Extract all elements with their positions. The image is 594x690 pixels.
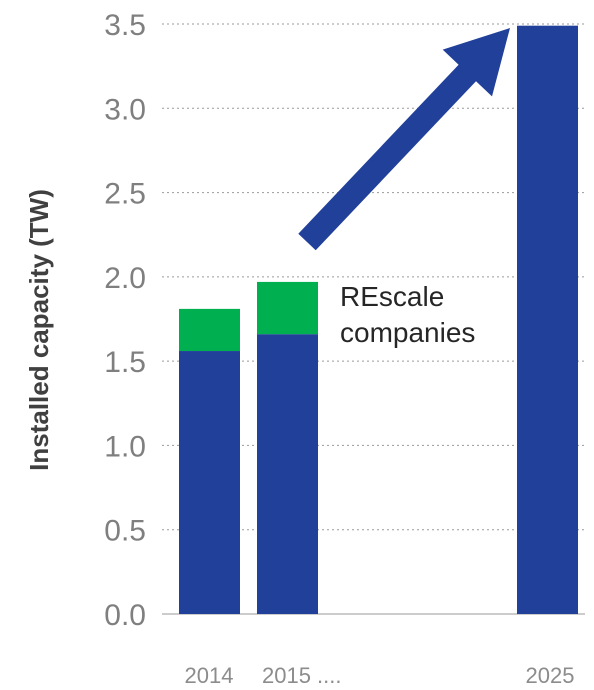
annotation-line-1: REscale xyxy=(340,281,444,312)
annotation-line-2: companies xyxy=(340,317,475,348)
y-tick-1.0: 1.0 xyxy=(104,430,146,463)
y-tick-2.0: 2.0 xyxy=(104,262,146,295)
y-axis-label: Installed capacity (TW) xyxy=(24,189,54,471)
x-tick-labels: 2014 2015 .... 2025 xyxy=(185,663,575,688)
y-tick-0.5: 0.5 xyxy=(104,515,146,548)
y-tick-3.0: 3.0 xyxy=(104,93,146,126)
y-tick-3.5: 3.5 xyxy=(104,9,146,42)
x-tick-1: 2014 xyxy=(185,663,234,688)
arrow-shape xyxy=(298,28,510,251)
y-tick-1.5: 1.5 xyxy=(104,346,146,379)
bar-2-segment-1 xyxy=(257,334,318,614)
bar-1-segment-2 xyxy=(179,308,240,352)
rescale-companies-annotation: REscale companies xyxy=(340,281,475,348)
bar-3-segment-1 xyxy=(517,25,578,614)
bar-2-segment-2 xyxy=(257,281,318,335)
x-tick-3: 2025 xyxy=(526,663,575,688)
growth-arrow xyxy=(298,28,510,251)
bar-1-segment-1 xyxy=(179,351,240,614)
x-tick-2: 2015 .... xyxy=(262,663,342,688)
y-tick-0.0: 0.0 xyxy=(104,599,146,632)
bars xyxy=(179,25,578,614)
y-tick-2.5: 2.5 xyxy=(104,178,146,211)
y-tick-labels: 0.0 0.5 1.0 1.5 2.0 2.5 3.0 3.5 xyxy=(104,9,146,632)
